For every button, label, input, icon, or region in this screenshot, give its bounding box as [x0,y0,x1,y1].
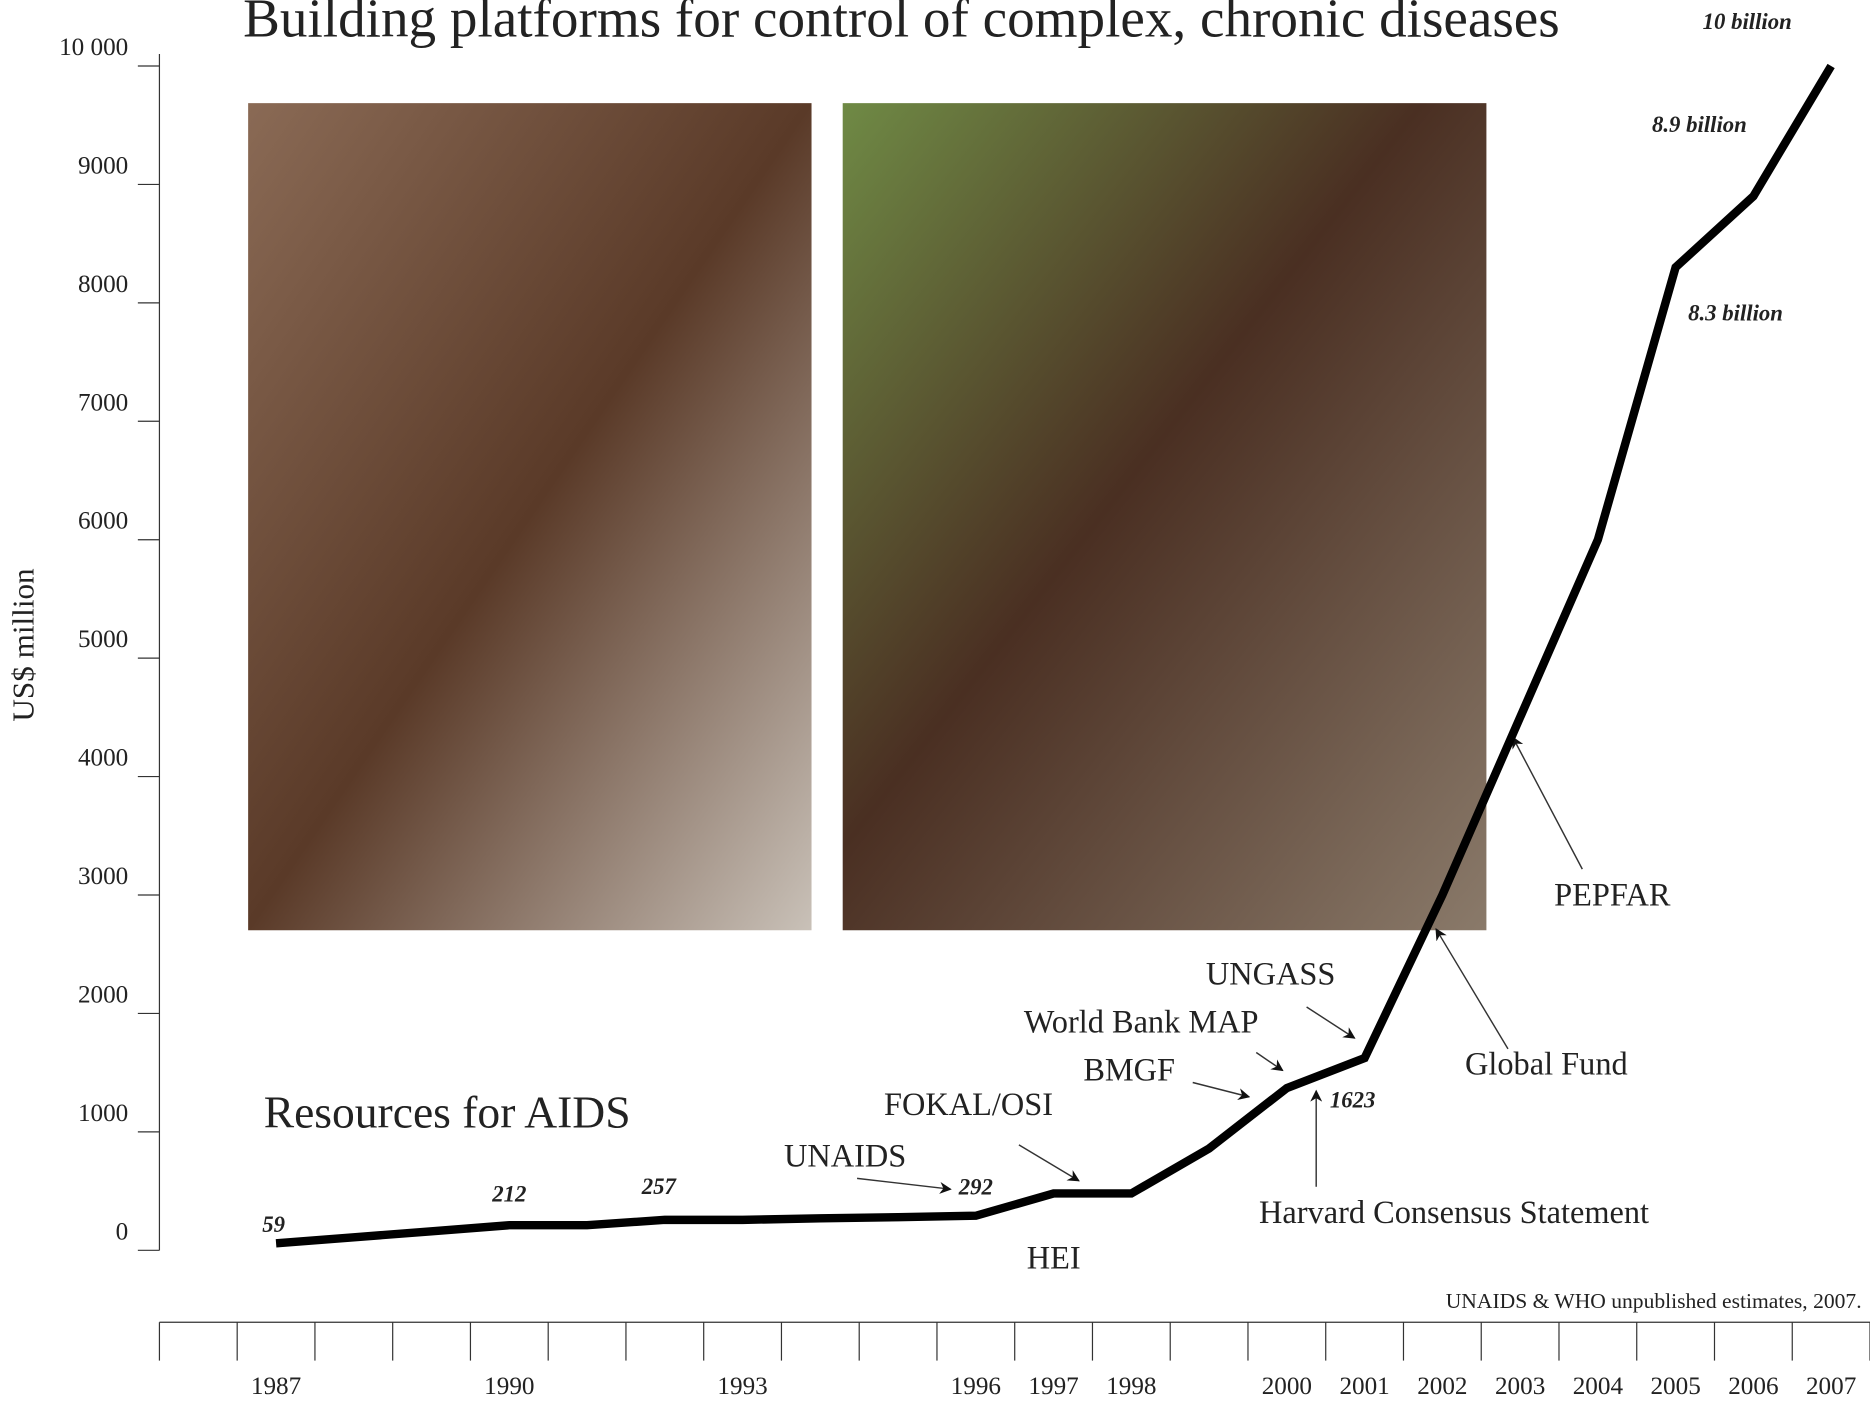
data-label: 10 billion [1703,9,1792,34]
chart-title: Building platforms for control of comple… [243,0,1560,49]
x-tick-label: 2007 [1806,1373,1856,1400]
y-tick-label: 5000 [78,626,128,653]
source: UNAIDS & WHO unpublished estimates, 2007… [1446,1289,1862,1313]
x-tick-label: 1993 [717,1373,767,1400]
x-tick-label: 2002 [1417,1373,1467,1400]
x-tick-label: 1987 [251,1373,301,1400]
annotation: BMGF [1083,1051,1175,1087]
y-axis-label: US$ million [6,568,41,722]
data-label: 257 [641,1174,678,1199]
y-tick-label: 8000 [78,271,128,298]
annotation: FOKAL/OSI [884,1086,1053,1122]
annotation: HEI [1027,1240,1081,1276]
data-label: 292 [958,1175,993,1200]
annotation: Global Fund [1465,1045,1628,1081]
data-label: 8.3 billion [1688,300,1783,325]
x-tick-label: 1996 [951,1373,1001,1400]
annotation: World Bank MAP [1024,1003,1259,1039]
data-label: 8.9 billion [1652,112,1747,137]
y-tick-label: 10 000 [59,34,128,61]
x-tick-label: 1998 [1106,1373,1156,1400]
x-tick-label: 2003 [1495,1373,1545,1400]
data-label: 212 [491,1182,526,1207]
data-label: 1623 [1330,1088,1376,1113]
x-tick-label: 2006 [1728,1373,1778,1400]
y-tick-label: 6000 [78,508,128,535]
x-tick-label: 2001 [1339,1373,1389,1400]
y-tick-label: 2000 [78,981,128,1008]
x-tick-label: 1990 [484,1373,534,1400]
y-tick-label: 4000 [78,745,128,772]
page: Building platforms for control of comple… [0,0,1870,1405]
y-tick-label: 0 [116,1218,129,1245]
x-tick-label: 2005 [1650,1373,1700,1400]
x-tick-label: 2004 [1573,1373,1624,1400]
photo [843,103,1487,930]
photo [248,103,811,930]
annotation: PEPFAR [1554,876,1671,912]
annotation: UNGASS [1206,955,1335,991]
annotation: UNAIDS [784,1138,906,1174]
subtitle: Resources for AIDS [264,1087,631,1138]
x-tick-label: 2000 [1262,1373,1312,1400]
chart: Building platforms for control of comple… [0,0,1870,1405]
y-tick-label: 7000 [78,389,128,416]
data-label: 59 [262,1212,285,1237]
y-tick-label: 1000 [78,1100,128,1127]
annotation: Harvard Consensus Statement [1259,1194,1649,1230]
x-tick-label: 1997 [1028,1373,1078,1400]
y-tick-label: 3000 [78,863,128,890]
y-tick-label: 9000 [78,152,128,179]
